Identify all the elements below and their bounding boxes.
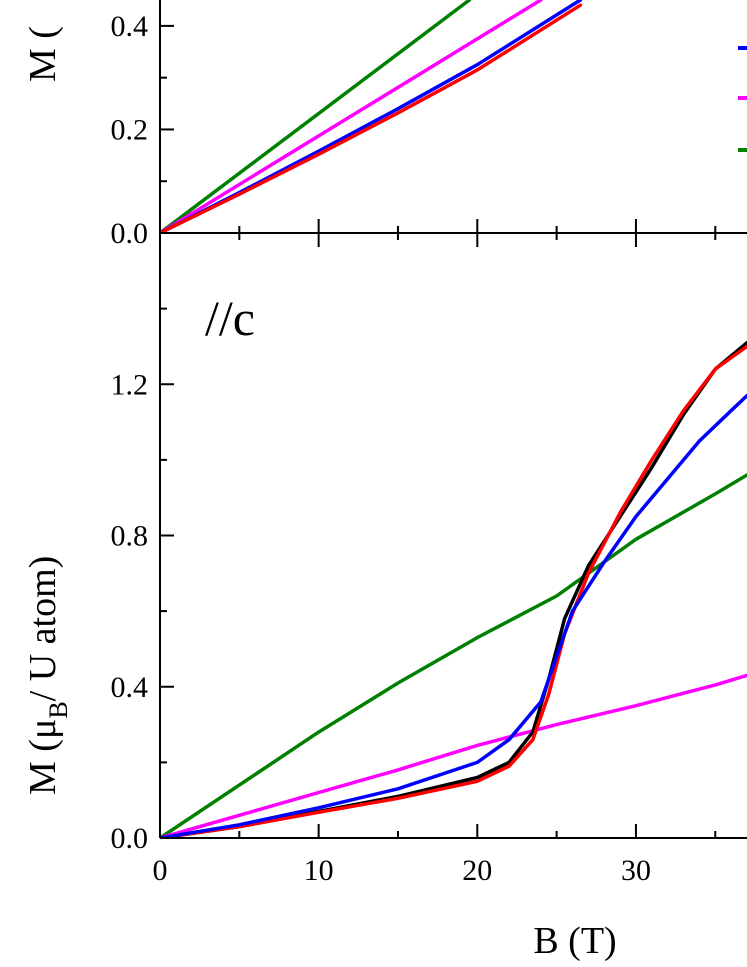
panel1-series-1-line — [160, 673, 747, 838]
panel0-series-3-line — [160, 3, 583, 233]
panel0-series-2-line — [160, 0, 583, 233]
x-tick-label: 30 — [621, 854, 651, 887]
panel1-series-4-line — [160, 393, 747, 838]
y-title-suffix: / U atom) — [22, 556, 64, 702]
x-tick-label: 0 — [153, 854, 168, 887]
text-layer: //c B (T) M ( M (μB/ U atom) — [22, 26, 617, 962]
panel0-y-tick-label: 0.0 — [111, 217, 149, 250]
y-title-subscript: B — [44, 701, 73, 718]
panel1-y-tick-label: 0.8 — [111, 520, 149, 553]
panel1-series-3-line — [160, 344, 747, 838]
x-tick-label: 20 — [462, 854, 492, 887]
panel1-y-tick-label: 1.2 — [111, 368, 149, 401]
panel0-series-1-line — [160, 0, 543, 233]
panel1-series-2-line — [160, 340, 747, 838]
x-tick-label: 10 — [304, 854, 334, 887]
y-title-prefix: M (μ — [22, 719, 64, 795]
top-y-axis-title: M ( — [22, 26, 64, 82]
panel0-y-tick-label: 0.4 — [111, 10, 149, 43]
top-panel: 0.0 0.2 0.4 — [111, 0, 747, 250]
field-direction-annotation: //c — [205, 290, 255, 346]
x-axis-title: B (T) — [533, 920, 616, 962]
panel1-series-0-line — [160, 473, 747, 838]
bottom-panel: 0.0 0.4 0.8 1.2 0 10 20 30 — [111, 233, 747, 887]
bottom-y-axis-title: M (μB/ U atom) — [22, 556, 73, 795]
panel0-y-tick-label: 0.2 — [111, 113, 149, 146]
panel1-y-tick-label: 0.0 — [111, 822, 149, 855]
panel0-series-0-line — [160, 0, 472, 233]
panel1-y-tick-label: 0.4 — [111, 671, 149, 704]
